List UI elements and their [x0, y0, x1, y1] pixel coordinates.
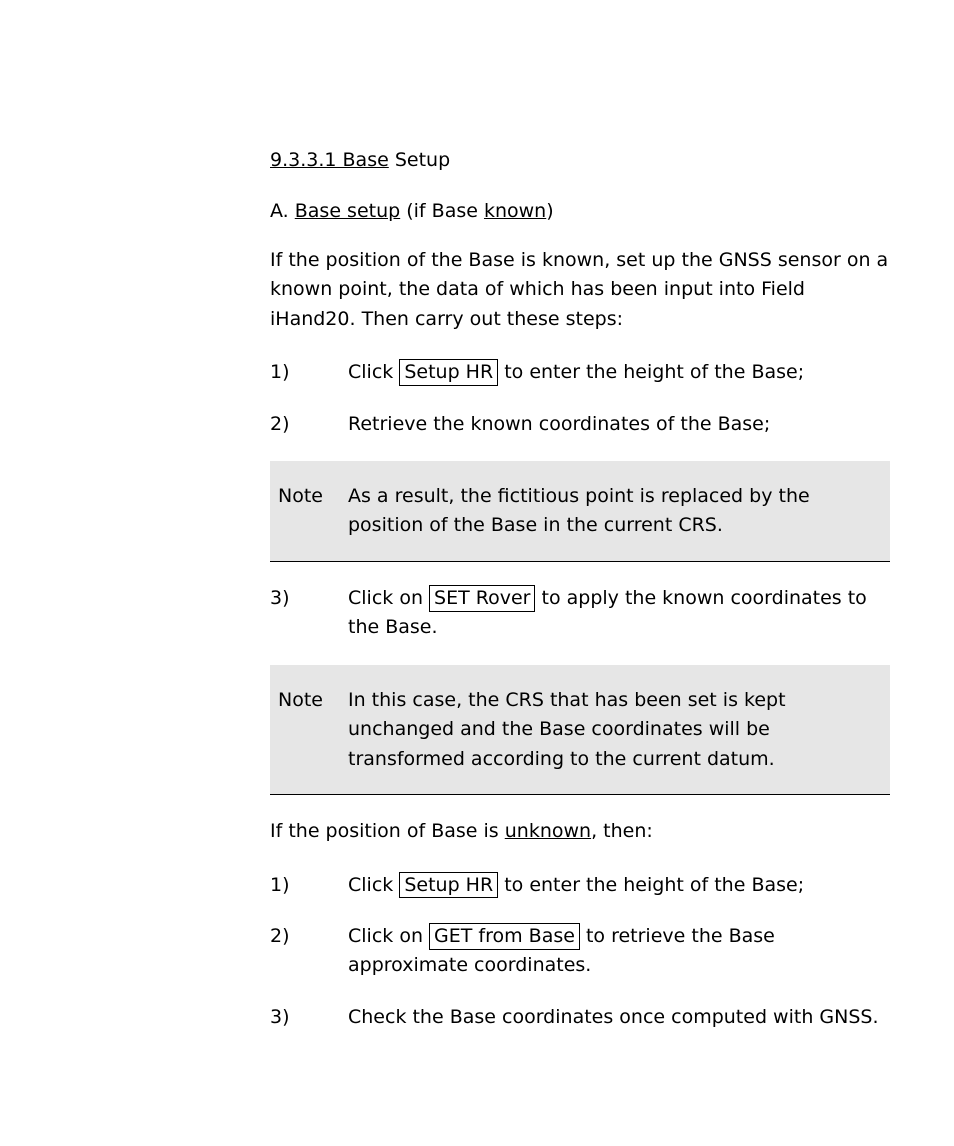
step-3-body: Click on SET Rover to apply the known co…: [348, 584, 890, 643]
note-1: NoteAs a result, the fictitious point is…: [270, 461, 890, 562]
heading-A-end: ): [546, 200, 553, 222]
heading-A-u2: known: [484, 200, 546, 222]
step-2b-pre: Click on: [348, 925, 429, 947]
heading-A-u1: Base setup: [295, 200, 400, 222]
note-2-lead: Note: [278, 686, 348, 715]
note-1-body: As a result, the fictitious point is rep…: [348, 482, 858, 541]
setup-hr-button-2[interactable]: Setup HR: [399, 872, 498, 899]
step-3b-num: 3): [270, 1003, 348, 1032]
setup-hr-button[interactable]: Setup HR: [399, 359, 498, 386]
step-2: 2)Retrieve the known coordinates of the …: [270, 410, 890, 439]
step-2b: 2) Click on GET from Base to retrieve th…: [270, 922, 890, 981]
unknown-link: unknown: [505, 820, 591, 842]
section-heading-trail: Setup: [389, 149, 450, 171]
step-3: 3) Click on SET Rover to apply the known…: [270, 584, 890, 643]
section-heading-underlined: 9.3.3.1 Base: [270, 149, 389, 171]
unknown-paragraph: If the position of Base is unknown, then…: [270, 817, 890, 846]
section-heading-9-3-3-1: 9.3.3.1 Base Setup: [270, 150, 890, 172]
step-1-body: Click Setup HR to enter the height of th…: [348, 358, 890, 387]
note-2-body: In this case, the CRS that has been set …: [348, 686, 858, 774]
heading-A-num: A.: [270, 200, 289, 222]
heading-A: A. Base setup (if Base known): [270, 200, 890, 222]
step-3-pre: Click on: [348, 587, 429, 609]
step-2b-num: 2): [270, 922, 348, 951]
step-3-num: 3): [270, 584, 348, 613]
step-1: 1) Click Setup HR to enter the height of…: [270, 358, 890, 387]
step-3b-text: Check the Base coordinates once computed…: [348, 1006, 879, 1028]
get-from-base-button[interactable]: GET from Base: [429, 923, 580, 950]
step-1b: 1) Click Setup HR to enter the height of…: [270, 871, 890, 900]
step-1b-num: 1): [270, 871, 348, 900]
step-3b: 3)Check the Base coordinates once comput…: [270, 1003, 890, 1032]
step-1-num: 1): [270, 358, 348, 387]
content-column: 9.3.3.1 Base Setup A. Base setup (if Bas…: [270, 150, 890, 1054]
step-1-post: to enter the height of the Base;: [498, 361, 804, 383]
step-1-pre: Click: [348, 361, 399, 383]
unknown-pre: If the position of Base is: [270, 820, 505, 842]
note-1-lead: Note: [278, 482, 348, 511]
step-1b-body: Click Setup HR to enter the height of th…: [348, 871, 890, 900]
step-1b-pre: Click: [348, 874, 399, 896]
step-2b-body: Click on GET from Base to retrieve the B…: [348, 922, 890, 981]
heading-A-mid: (if Base: [400, 200, 484, 222]
step-2-num: 2): [270, 410, 348, 439]
unknown-post: , then:: [591, 820, 653, 842]
step-2-text: Retrieve the known coordinates of the Ba…: [348, 413, 770, 435]
step-1b-post: to enter the height of the Base;: [498, 874, 804, 896]
note-2: NoteIn this case, the CRS that has been …: [270, 665, 890, 795]
set-rover-button[interactable]: SET Rover: [429, 585, 535, 612]
intro-paragraph: If the position of the Base is known, se…: [270, 246, 890, 334]
page: 9.3.3.1 Base Setup A. Base setup (if Bas…: [0, 0, 954, 1146]
